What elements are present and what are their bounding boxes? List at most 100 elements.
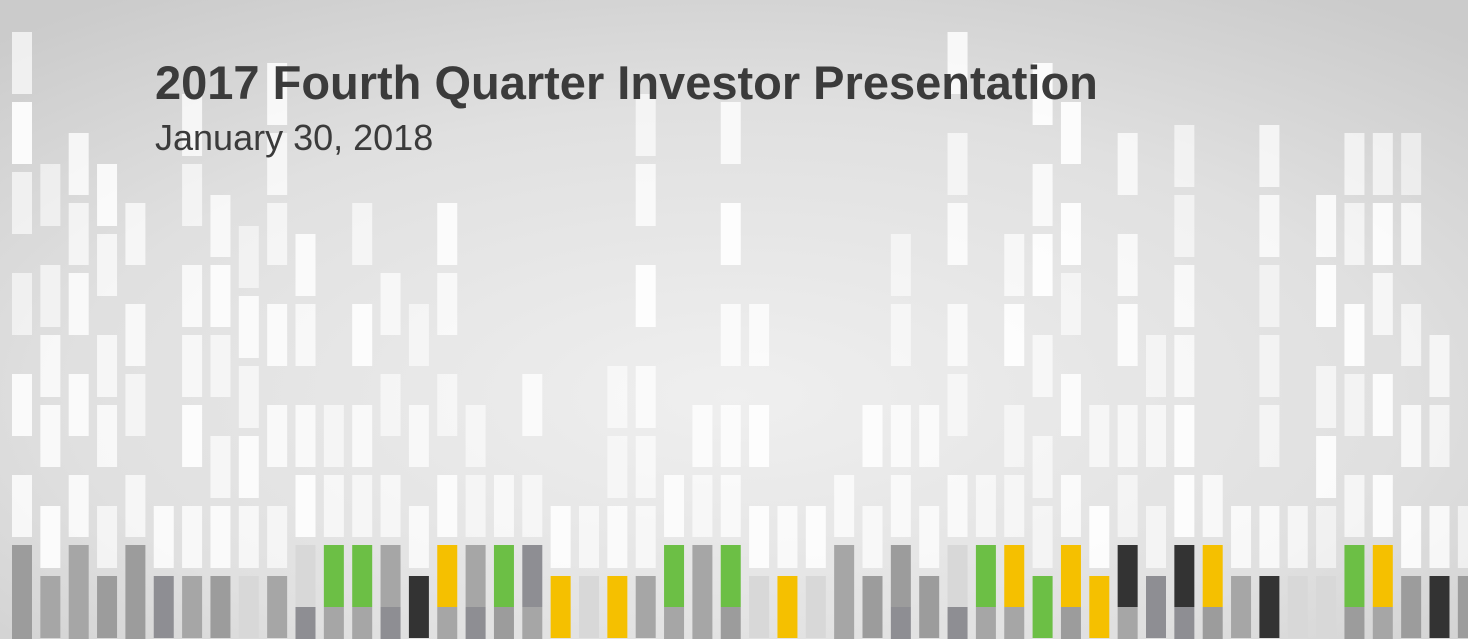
bar-block (267, 576, 287, 638)
light-block (97, 506, 117, 568)
light-block (1231, 506, 1251, 568)
light-block (919, 405, 939, 467)
light-block (409, 405, 429, 467)
light-block (1061, 102, 1081, 164)
light-block (182, 335, 202, 397)
light-block (692, 475, 712, 537)
light-block (1316, 265, 1336, 327)
light-block (777, 506, 797, 568)
light-block (721, 203, 741, 265)
bar-block (97, 576, 117, 638)
light-block (324, 405, 344, 467)
light-block (1146, 335, 1166, 397)
bar-block (551, 576, 571, 638)
bar-block (296, 545, 316, 607)
light-block (437, 374, 457, 436)
slide-title: 2017 Fourth Quarter Investor Presentatio… (155, 56, 1098, 109)
bar-block (1118, 607, 1138, 639)
light-block (1061, 203, 1081, 265)
light-block (1174, 405, 1194, 467)
light-block (948, 374, 968, 436)
light-block (352, 203, 372, 265)
light-block (1373, 475, 1393, 537)
light-block (69, 273, 89, 335)
bar-block (1089, 576, 1109, 638)
bar-block (1203, 607, 1223, 639)
light-block (381, 374, 401, 436)
bar-block (1458, 576, 1468, 638)
light-block (1174, 335, 1194, 397)
bar-block (69, 545, 89, 607)
light-block (948, 304, 968, 366)
light-block (381, 273, 401, 335)
light-block (69, 475, 89, 537)
slide-date: January 30, 2018 (155, 117, 433, 158)
light-block (636, 366, 656, 428)
light-block (69, 374, 89, 436)
bar-block (834, 545, 854, 607)
light-block (182, 164, 202, 226)
light-block (607, 436, 627, 498)
bar-block (891, 607, 911, 639)
bar-block (381, 545, 401, 607)
light-block (919, 506, 939, 568)
light-block (607, 506, 627, 568)
light-block (97, 335, 117, 397)
light-block (1061, 273, 1081, 335)
light-block (97, 405, 117, 467)
light-block (97, 164, 117, 226)
light-block (1316, 506, 1336, 568)
bar-block (976, 545, 996, 607)
light-block (636, 164, 656, 226)
bar-block (182, 576, 202, 638)
bar-block (863, 576, 883, 638)
light-block (210, 506, 230, 568)
light-block (721, 475, 741, 537)
light-block (1430, 405, 1450, 467)
light-block (1373, 374, 1393, 436)
bar-block (806, 576, 826, 638)
light-block (182, 506, 202, 568)
bar-block (125, 607, 145, 639)
bar-block (834, 607, 854, 639)
bar-block (1344, 607, 1364, 639)
bar-block (721, 545, 741, 607)
bar-block (12, 545, 32, 607)
light-block (1288, 506, 1308, 568)
light-block (40, 506, 60, 568)
light-block (1344, 133, 1364, 195)
light-block (409, 304, 429, 366)
bar-block (1231, 576, 1251, 638)
light-block (948, 133, 968, 195)
bar-block (1316, 576, 1336, 638)
bar-block (777, 576, 797, 638)
light-block (948, 203, 968, 265)
light-block (976, 475, 996, 537)
light-block (1259, 405, 1279, 467)
light-block (210, 335, 230, 397)
light-block (1430, 506, 1450, 568)
light-block (1259, 265, 1279, 327)
light-block (12, 172, 32, 234)
light-block (1344, 374, 1364, 436)
light-block (1316, 195, 1336, 257)
light-block (1033, 506, 1053, 568)
light-block (1061, 374, 1081, 436)
light-block (125, 475, 145, 537)
light-block (239, 366, 259, 428)
bar-block (239, 576, 259, 638)
light-block (1146, 506, 1166, 568)
light-block (40, 265, 60, 327)
light-block (1089, 405, 1109, 467)
light-block (692, 405, 712, 467)
light-block (891, 234, 911, 296)
light-block (296, 475, 316, 537)
light-block (466, 475, 486, 537)
bar-block (1373, 545, 1393, 607)
bar-block (125, 545, 145, 607)
bar-block (1288, 576, 1308, 638)
bar-block (1259, 576, 1279, 638)
bar-block (352, 545, 372, 607)
light-block (296, 234, 316, 296)
light-block (12, 32, 32, 94)
